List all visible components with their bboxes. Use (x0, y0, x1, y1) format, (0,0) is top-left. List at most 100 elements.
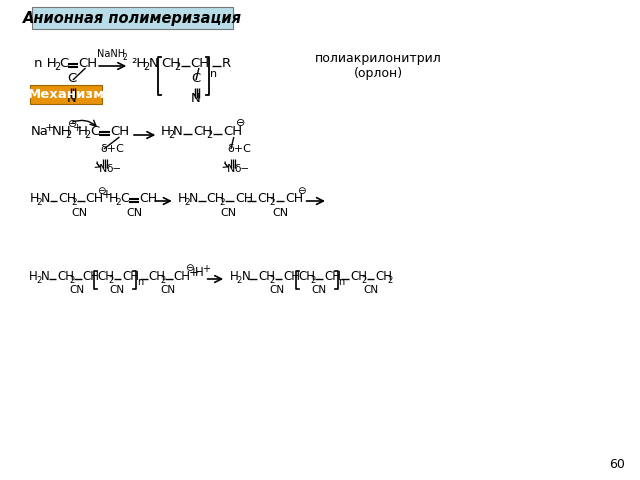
Text: CH: CH (139, 192, 157, 205)
Text: CH: CH (78, 57, 97, 70)
Text: n H: n H (34, 57, 57, 70)
Text: 2: 2 (160, 276, 165, 285)
Text: N: N (189, 192, 198, 205)
Text: 2: 2 (54, 62, 61, 72)
Text: CH: CH (193, 125, 212, 138)
Text: CN: CN (273, 208, 289, 218)
Text: CH: CH (324, 270, 341, 283)
Text: 2: 2 (71, 198, 77, 207)
Text: n: n (339, 277, 345, 287)
Text: 2: 2 (207, 130, 213, 140)
Text: Na: Na (31, 125, 49, 138)
Text: CH: CH (207, 192, 225, 205)
Text: CN: CN (160, 285, 175, 295)
Text: CH: CH (148, 270, 166, 283)
Text: 2: 2 (36, 276, 42, 285)
Text: 2: 2 (269, 198, 275, 207)
Text: C: C (67, 72, 76, 85)
Text: δ+C: δ+C (100, 144, 124, 154)
Text: CH: CH (58, 192, 77, 205)
Text: N: N (99, 164, 108, 174)
Text: CN: CN (71, 208, 87, 218)
Text: C: C (120, 192, 129, 205)
Text: 2: 2 (269, 276, 275, 285)
Text: +: + (73, 123, 83, 133)
Text: N: N (148, 57, 158, 70)
Text: n: n (209, 69, 217, 79)
Text: C: C (60, 57, 68, 70)
Text: CH: CH (58, 270, 74, 283)
Text: H: H (195, 266, 204, 279)
Text: H: H (230, 270, 239, 283)
Text: CH: CH (299, 270, 316, 283)
Text: CH: CH (258, 270, 275, 283)
Text: CH: CH (109, 125, 129, 138)
Text: 2: 2 (168, 130, 174, 140)
Text: CN: CN (109, 285, 125, 295)
Text: H: H (29, 192, 38, 205)
Text: C: C (90, 125, 100, 138)
Text: 2: 2 (387, 276, 392, 285)
Text: N: N (191, 92, 201, 105)
Text: Анионная полимеризация: Анионная полимеризация (22, 11, 241, 25)
Text: +: + (45, 123, 54, 133)
Text: H: H (161, 125, 171, 138)
Text: CN: CN (312, 285, 326, 295)
Text: 2: 2 (116, 198, 121, 207)
Text: H: H (109, 192, 118, 205)
Text: CH: CH (122, 270, 140, 283)
Text: ⊖: ⊖ (297, 186, 305, 196)
Text: полиакрилонитрил: полиакрилонитрил (315, 52, 442, 65)
Text: Механизм: Механизм (28, 88, 104, 101)
Text: CH: CH (161, 57, 180, 70)
Text: 2: 2 (122, 53, 127, 62)
FancyBboxPatch shape (32, 7, 233, 29)
Text: 2: 2 (237, 276, 242, 285)
Text: H: H (178, 192, 187, 205)
Text: CH: CH (285, 192, 303, 205)
Text: 2: 2 (362, 276, 367, 285)
Text: +: + (102, 188, 112, 201)
Text: δ+C: δ+C (227, 144, 251, 154)
Text: CN: CN (269, 285, 285, 295)
Text: ⊖: ⊖ (186, 263, 194, 273)
Text: CN: CN (220, 208, 236, 218)
Text: CN: CN (364, 285, 379, 295)
Text: CH: CH (190, 57, 209, 70)
Text: CH: CH (173, 270, 191, 283)
Text: NH: NH (52, 125, 71, 138)
Text: +: + (202, 264, 210, 274)
Text: 2: 2 (175, 62, 181, 72)
FancyBboxPatch shape (30, 85, 102, 104)
Text: (орлон): (орлон) (354, 67, 403, 80)
Text: +: + (188, 266, 198, 279)
Text: N: N (227, 164, 236, 174)
Text: 2: 2 (143, 62, 150, 72)
Text: N: N (67, 92, 77, 105)
Text: N: N (173, 125, 182, 138)
Text: 2: 2 (69, 276, 74, 285)
Text: CN: CN (126, 208, 142, 218)
Text: CH: CH (86, 192, 104, 205)
Text: ⊖: ⊖ (68, 119, 77, 129)
Text: 2: 2 (310, 276, 316, 285)
Text: ²H: ²H (131, 57, 147, 70)
Text: N: N (241, 270, 250, 283)
Text: 2: 2 (84, 130, 91, 140)
Text: C: C (191, 72, 200, 85)
Text: CN: CN (69, 285, 84, 295)
Text: CH: CH (257, 192, 275, 205)
Text: CH: CH (376, 270, 392, 283)
Text: n: n (137, 277, 143, 287)
Text: 60: 60 (609, 458, 625, 471)
Text: 2: 2 (184, 198, 190, 207)
Text: CH: CH (284, 270, 300, 283)
Text: δ−: δ− (107, 164, 122, 174)
Text: NaNH: NaNH (97, 49, 125, 59)
Text: 2: 2 (109, 276, 114, 285)
Text: H: H (29, 270, 38, 283)
Text: CH: CH (97, 270, 114, 283)
Text: H: H (78, 125, 88, 138)
Text: CH: CH (223, 125, 243, 138)
Text: R: R (222, 57, 231, 70)
